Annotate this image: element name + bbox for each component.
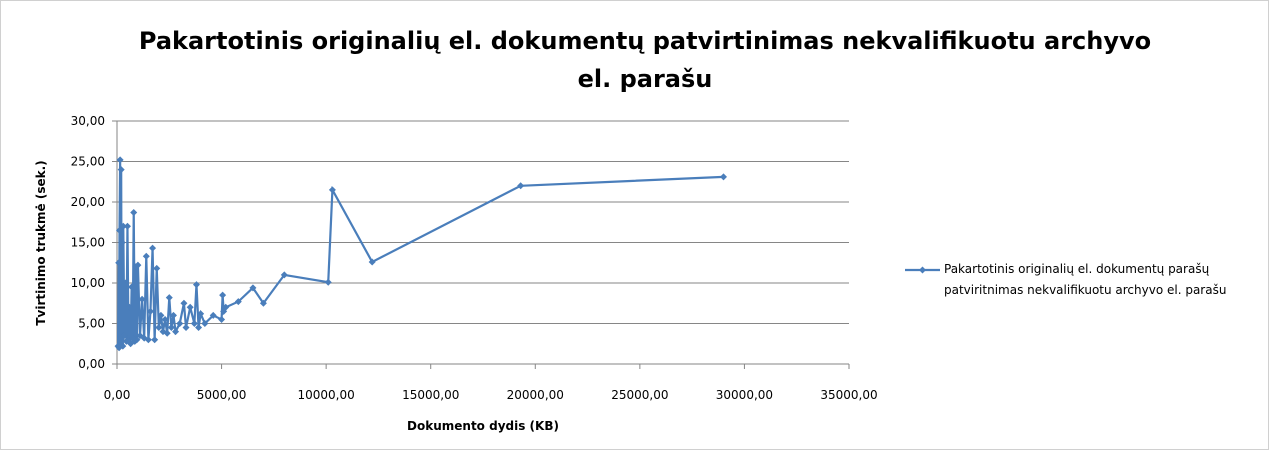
marker [182,324,190,332]
marker [144,336,152,344]
marker [165,294,173,302]
marker [249,284,257,292]
marker [209,311,217,319]
x-tick-label: 5000,00 [197,388,247,402]
marker [368,258,376,266]
marker [192,281,200,289]
y-tick-label: 5,00 [78,317,105,331]
x-axis-label: Dokumento dydis (KB) [407,419,559,433]
y-tick-label: 10,00 [71,276,105,290]
marker [219,291,227,299]
marker [324,278,332,286]
x-tick-label: 30000,00 [716,388,773,402]
marker [116,156,124,164]
marker [133,336,141,344]
marker [119,222,127,230]
x-tick-label: 25000,00 [611,388,668,402]
marker [121,279,129,287]
y-tick-label: 15,00 [71,236,105,250]
marker [118,239,126,246]
marker [142,252,150,260]
x-tick-label: 0,00 [104,388,131,402]
marker [123,222,131,230]
marker [115,259,123,267]
marker [153,264,161,272]
legend-marker [919,266,926,274]
x-tick-label: 35000,00 [820,388,877,402]
marker [720,173,728,181]
marker [169,311,177,319]
marker [130,209,138,217]
legend-label: Pakartotinis originalių el. dokumentų pa… [944,262,1227,297]
marker [149,244,157,252]
marker [146,307,154,315]
x-tick-label: 10000,00 [298,388,355,402]
y-tick-label: 20,00 [71,195,105,209]
y-tick-label: 30,00 [71,114,105,128]
marker [218,315,226,323]
marker [172,328,180,336]
marker [157,311,165,319]
y-tick-label: 0,00 [78,357,105,371]
marker [201,320,209,327]
x-tick-label: 15000,00 [402,388,459,402]
marker [119,342,127,350]
marker [167,324,175,332]
marker [161,315,169,323]
marker [328,186,336,194]
marker [151,336,159,344]
marker [120,332,128,340]
marker [155,324,163,332]
marker [116,226,124,234]
marker [163,329,171,337]
marker [197,310,205,318]
marker [517,182,525,190]
marker [117,166,125,174]
marker [134,261,142,269]
marker [176,320,184,327]
chart-title: Pakartotinis originalių el. dokumentų pa… [138,27,1152,93]
marker [128,283,136,291]
marker [222,303,230,311]
marker [234,298,242,306]
marker [259,299,267,307]
marker [126,303,134,311]
marker [138,295,146,303]
marker [190,320,198,327]
marker [180,299,188,307]
marker [280,271,288,279]
marker [186,303,194,311]
marker [195,324,203,332]
x-tick-label: 20000,00 [507,388,564,402]
y-axis-label: Tvirtinimo trukmė (sek.) [34,160,48,325]
y-tick-label: 25,00 [71,155,105,169]
